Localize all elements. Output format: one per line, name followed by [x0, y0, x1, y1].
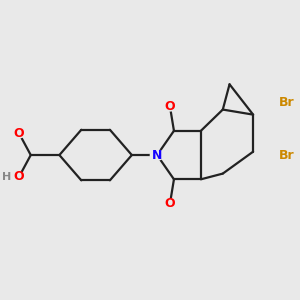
Text: H: H: [2, 172, 11, 182]
Ellipse shape: [164, 101, 176, 111]
Text: Br: Br: [278, 96, 294, 109]
Ellipse shape: [13, 128, 25, 138]
Text: N: N: [152, 148, 162, 162]
Text: Br: Br: [278, 148, 294, 162]
Ellipse shape: [13, 172, 25, 182]
Text: O: O: [14, 127, 24, 140]
Ellipse shape: [164, 199, 176, 208]
Text: O: O: [165, 197, 175, 210]
Text: O: O: [165, 100, 175, 113]
Text: O: O: [14, 170, 24, 184]
Ellipse shape: [150, 150, 164, 160]
